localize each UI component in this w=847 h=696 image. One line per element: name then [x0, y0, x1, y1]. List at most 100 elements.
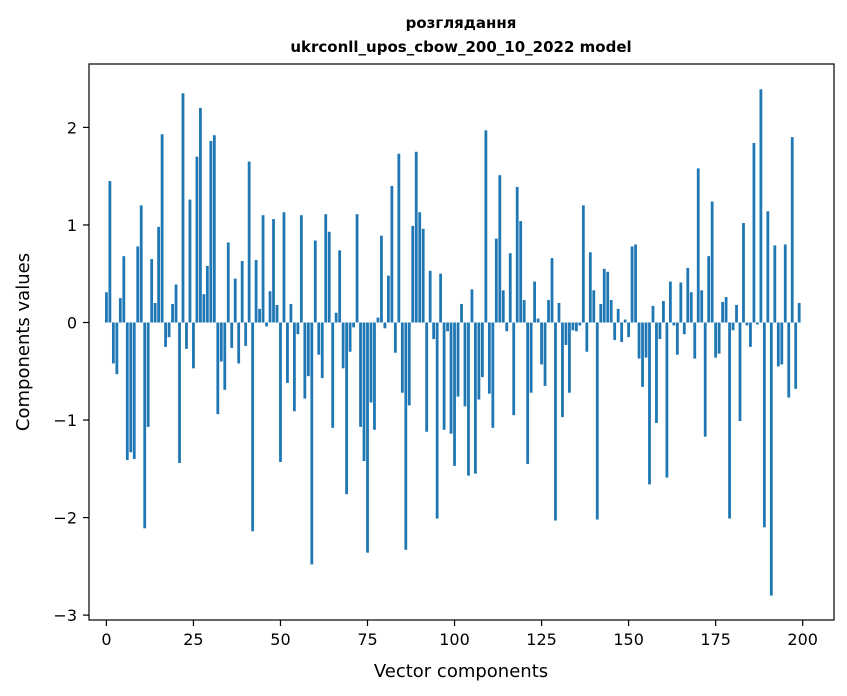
bar-154 — [641, 322, 644, 387]
bar-174 — [710, 201, 714, 323]
bar-179 — [728, 322, 731, 519]
bar-61 — [317, 322, 321, 355]
bar-196 — [787, 322, 791, 398]
bar-97 — [442, 322, 446, 430]
bar-182 — [738, 322, 742, 422]
bar-81 — [387, 275, 390, 323]
bar-26 — [195, 156, 199, 323]
y-axis-ticks: −3 −2 −1 0 1 2 — [53, 118, 89, 625]
bar-42 — [251, 322, 255, 532]
bar-164 — [675, 322, 679, 355]
bar-159 — [658, 322, 662, 340]
bar-158 — [655, 322, 658, 423]
bar-55 — [296, 322, 300, 335]
x-axis-label: Vector components — [374, 661, 548, 682]
bar-34 — [223, 322, 227, 390]
bar-36 — [230, 322, 234, 348]
bar-66 — [334, 312, 338, 323]
bar-74 — [362, 322, 366, 461]
bar-17 — [164, 322, 167, 347]
bar-60 — [313, 240, 317, 323]
bar-105 — [470, 289, 474, 323]
bar-79 — [380, 235, 383, 323]
bar-2 — [111, 322, 115, 364]
bar-194 — [780, 322, 784, 365]
x-tick-label-175: 175 — [700, 630, 731, 649]
bar-139 — [588, 252, 592, 323]
bar-96 — [439, 273, 443, 323]
bar-38 — [237, 322, 241, 364]
bar-152 — [634, 244, 637, 323]
bar-171 — [700, 290, 704, 323]
bar-143 — [602, 268, 606, 323]
bar-147 — [616, 308, 620, 323]
bar-83 — [393, 322, 397, 353]
bar-133 — [568, 322, 571, 393]
bar-109 — [484, 130, 488, 323]
bar-163 — [672, 322, 676, 326]
bar-24 — [188, 199, 192, 323]
bar-135 — [574, 322, 578, 332]
bar-100 — [453, 322, 456, 466]
bar-37 — [233, 278, 237, 323]
bar-69 — [345, 322, 349, 495]
bar-43 — [254, 260, 258, 323]
x-tick-label-100: 100 — [439, 630, 470, 649]
bar-27 — [199, 107, 202, 323]
bar-128 — [550, 258, 554, 323]
bar-151 — [630, 246, 634, 323]
bar-20 — [174, 284, 178, 323]
bar-173 — [707, 256, 711, 323]
bar-136 — [578, 322, 582, 326]
bar-89 — [414, 151, 418, 323]
bar-134 — [571, 322, 575, 331]
bar-145 — [609, 300, 613, 323]
y-tick-label-0: 0 — [67, 313, 77, 332]
bar-127 — [547, 300, 550, 323]
bar-87 — [407, 322, 411, 406]
bar-155 — [644, 322, 648, 358]
bar-195 — [783, 244, 787, 323]
bar-39 — [240, 261, 244, 323]
bar-123 — [533, 281, 536, 323]
bar-80 — [383, 322, 387, 329]
x-tick-label-50: 50 — [270, 630, 290, 649]
bar-59 — [310, 322, 314, 565]
bar-132 — [564, 322, 568, 345]
bar-189 — [762, 322, 766, 528]
bar-50 — [279, 322, 282, 462]
bar-119 — [519, 221, 523, 323]
bar-102 — [460, 303, 463, 323]
chart-title-line1: розглядання — [406, 14, 517, 32]
bar-114 — [501, 290, 505, 323]
bar-120 — [522, 300, 526, 323]
bar-33 — [219, 322, 223, 362]
y-tick-label--1: −1 — [53, 411, 77, 430]
y-tick-label--3: −3 — [53, 606, 77, 625]
bar-30 — [209, 141, 213, 323]
bar-166 — [682, 322, 686, 335]
bar-73 — [359, 322, 362, 427]
bar-122 — [529, 322, 533, 393]
bar-165 — [679, 282, 683, 323]
bar-16 — [160, 134, 164, 323]
bar-8 — [132, 322, 136, 460]
bar-180 — [731, 322, 735, 331]
bar-98 — [446, 322, 449, 332]
bar-75 — [366, 322, 369, 553]
bar-0 — [105, 292, 108, 323]
bar-15 — [157, 226, 161, 323]
bar-52 — [286, 322, 289, 383]
bar-78 — [376, 317, 380, 323]
bar-187 — [756, 322, 759, 325]
bar-35 — [226, 242, 230, 323]
bar-148 — [620, 322, 624, 342]
bar-19 — [171, 303, 174, 323]
plot-frame — [88, 63, 835, 621]
bar-72 — [355, 214, 359, 323]
bar-156 — [648, 322, 651, 485]
bar-185 — [749, 322, 752, 347]
bar-9 — [136, 246, 140, 323]
bar-177 — [721, 302, 724, 323]
